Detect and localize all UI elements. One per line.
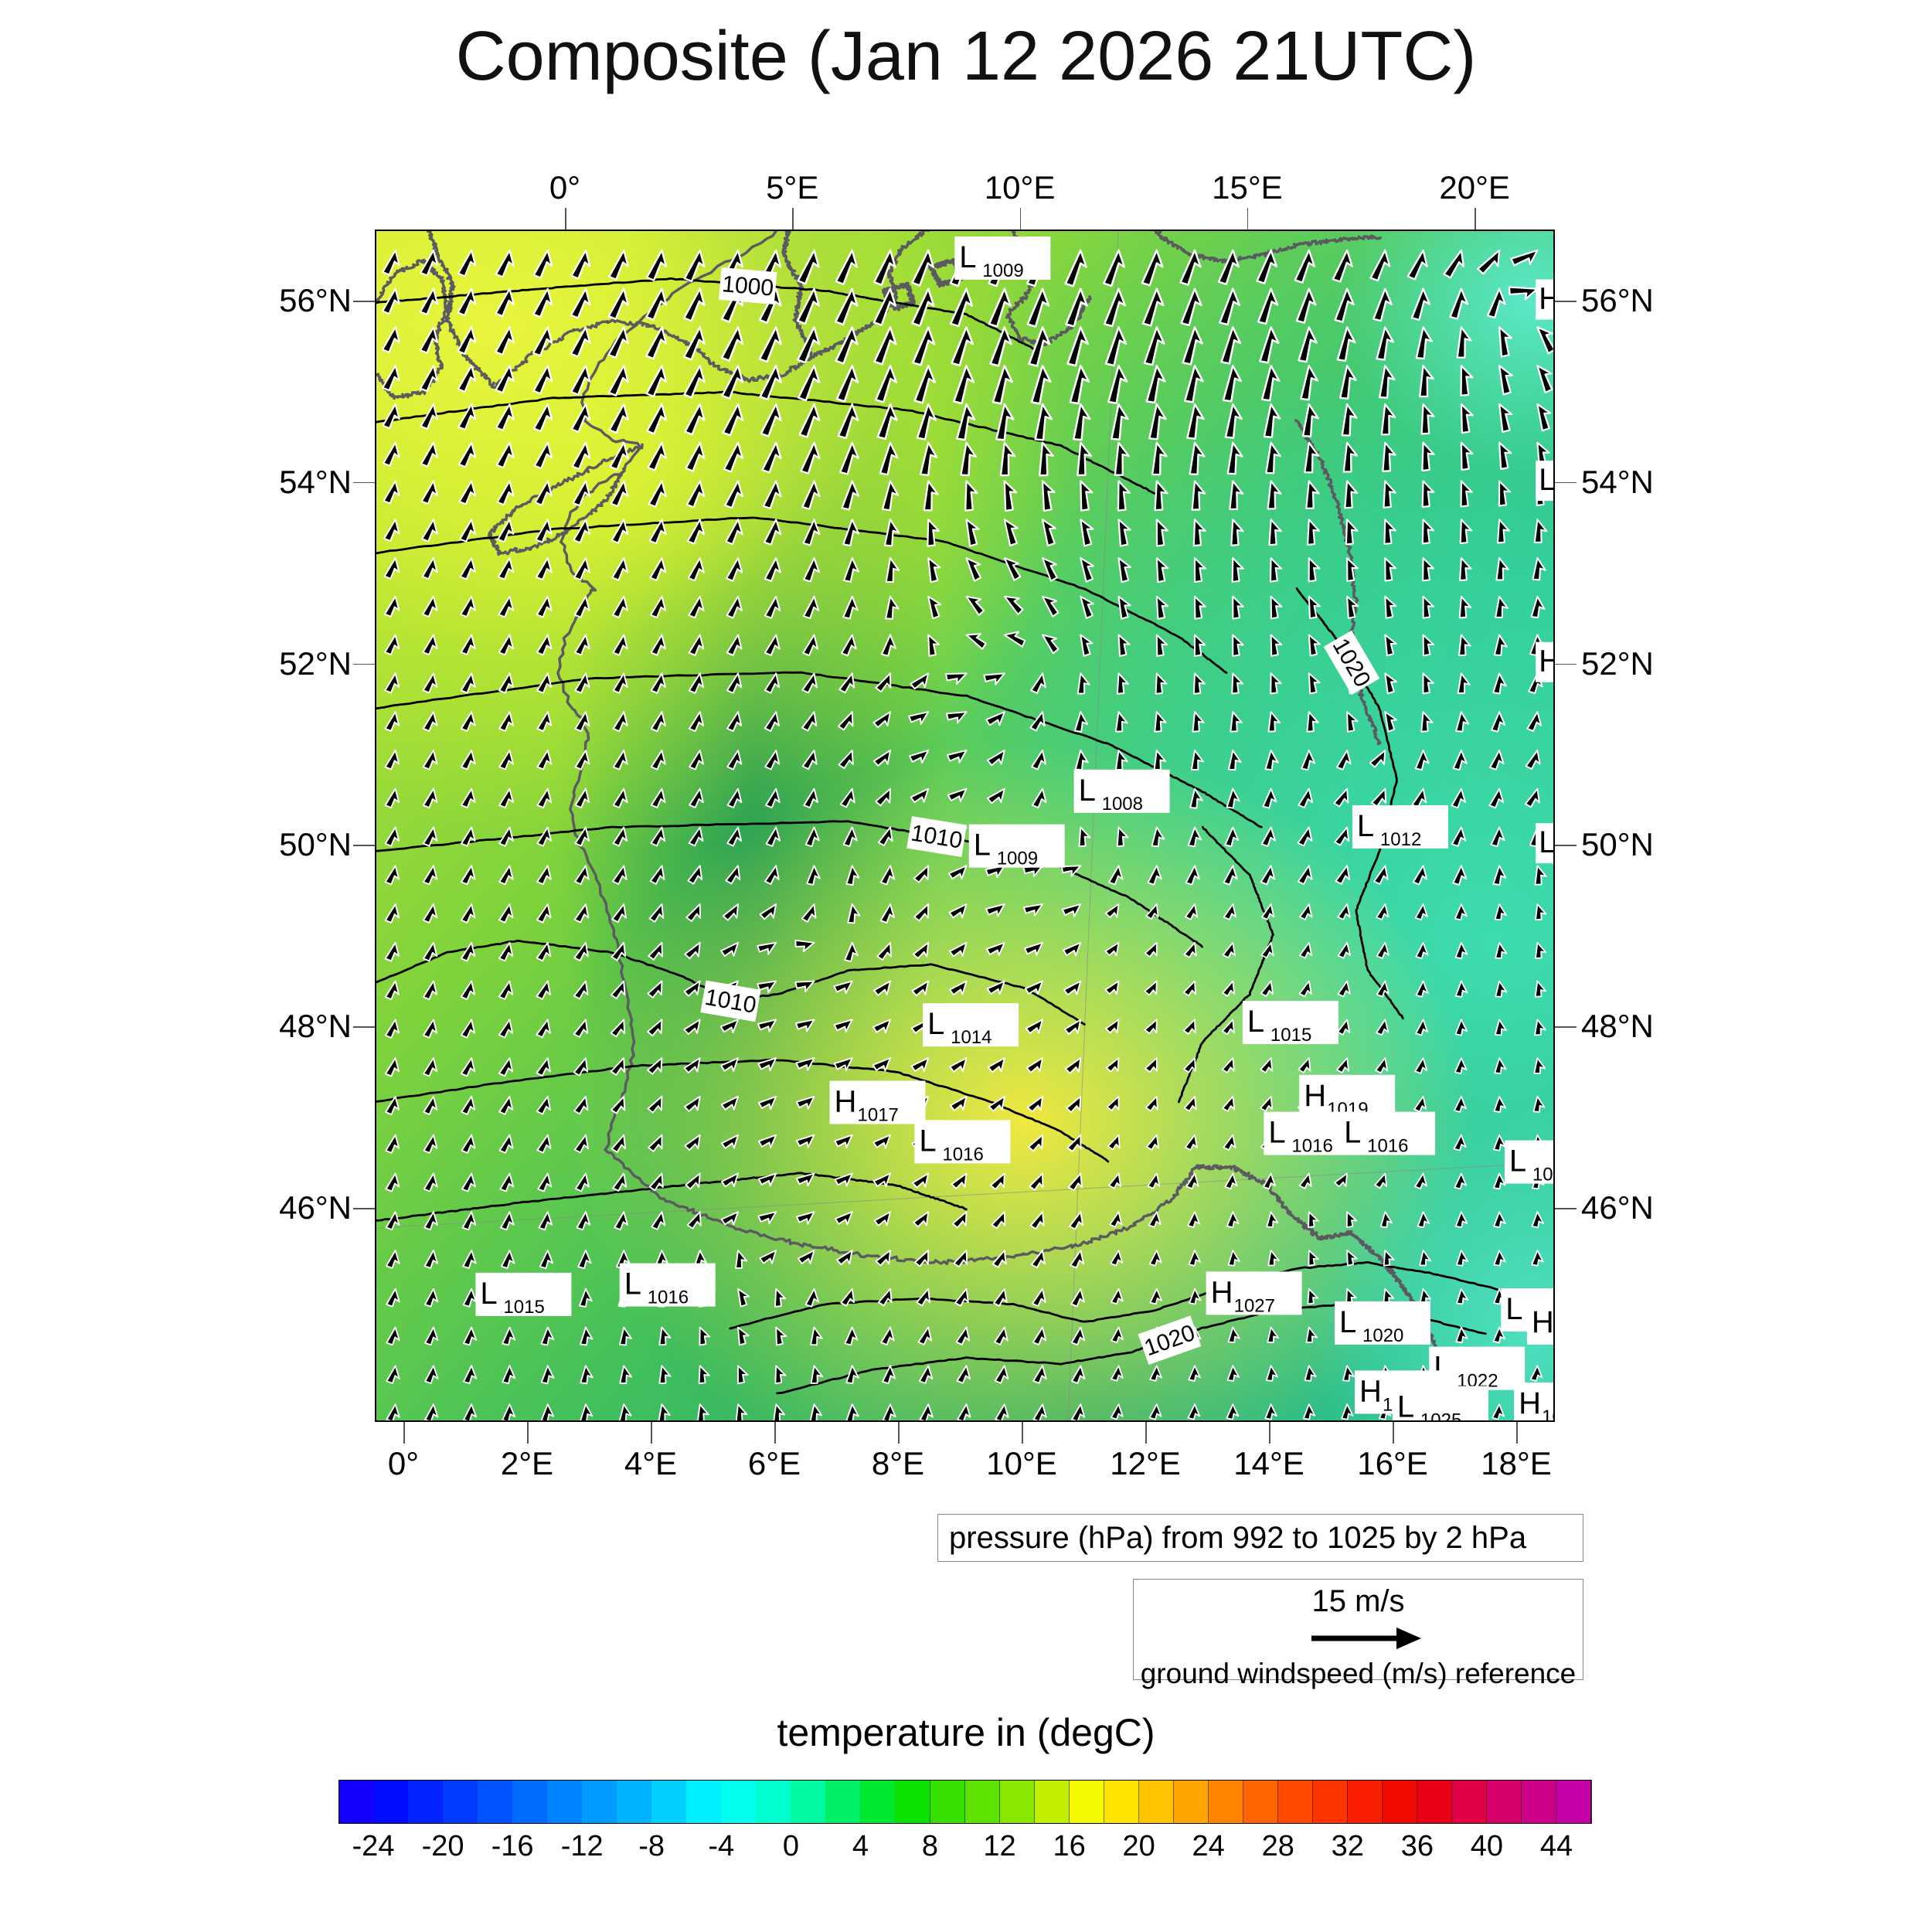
svg-text:L: L [624, 1267, 641, 1301]
svg-text:1021: 1021 [1532, 1165, 1555, 1185]
svg-text:L: L [1247, 1005, 1264, 1039]
svg-text:H: H [1532, 1305, 1554, 1339]
svg-text:L: L [919, 1124, 936, 1158]
svg-text:L: L [1539, 463, 1555, 497]
svg-text:H: H [1539, 282, 1555, 316]
svg-text:H: H [1519, 1386, 1541, 1420]
svg-text:1015: 1015 [1270, 1025, 1311, 1046]
svg-text:L: L [1509, 1145, 1526, 1179]
svg-text:1027: 1027 [1542, 1406, 1555, 1422]
svg-text:1000: 1000 [721, 271, 774, 301]
svg-text:L: L [1268, 1116, 1285, 1150]
svg-text:L: L [1357, 809, 1374, 843]
svg-text:1015: 1015 [503, 1297, 544, 1318]
svg-text:H: H [835, 1085, 857, 1119]
svg-text:H: H [1539, 645, 1555, 679]
svg-text:L: L [1339, 1305, 1356, 1339]
svg-text:1016: 1016 [1367, 1136, 1408, 1157]
svg-text:L: L [1397, 1390, 1414, 1423]
svg-text:H: H [1211, 1275, 1233, 1309]
svg-text:1025: 1025 [1420, 1410, 1461, 1423]
svg-text:1009: 1009 [997, 849, 1038, 869]
svg-text:L: L [1079, 774, 1096, 808]
svg-text:1016: 1016 [1291, 1136, 1332, 1157]
svg-text:L: L [959, 240, 976, 274]
svg-text:1017: 1017 [858, 1105, 899, 1126]
svg-text:L: L [480, 1277, 497, 1311]
svg-text:L: L [1344, 1116, 1361, 1150]
svg-text:1009: 1009 [982, 260, 1023, 281]
svg-text:H: H [1359, 1374, 1382, 1408]
svg-text:L: L [927, 1007, 944, 1041]
svg-text:H: H [1304, 1079, 1326, 1113]
svg-text:1020: 1020 [1362, 1325, 1403, 1346]
svg-text:L: L [1539, 825, 1555, 859]
svg-text:1014: 1014 [951, 1027, 992, 1048]
svg-text:L: L [974, 828, 991, 862]
svg-text:1012: 1012 [1380, 829, 1421, 850]
svg-text:L: L [1505, 1292, 1522, 1326]
svg-text:1027: 1027 [1234, 1295, 1275, 1316]
svg-text:1016: 1016 [942, 1144, 983, 1165]
svg-text:1008: 1008 [1102, 794, 1143, 815]
svg-text:1016: 1016 [648, 1287, 689, 1308]
